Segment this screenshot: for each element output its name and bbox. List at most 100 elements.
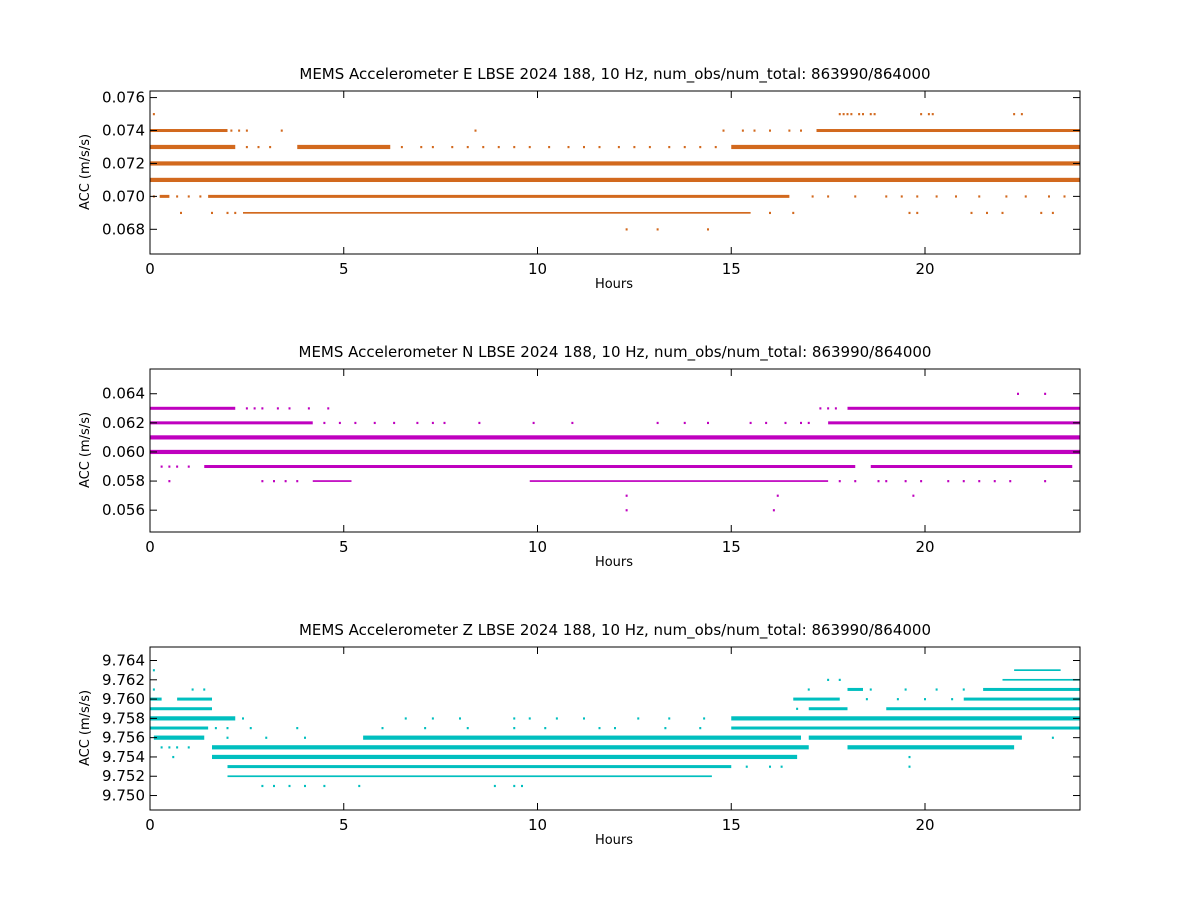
panel-n-level-5-point-13 [978,480,981,483]
panel-n-level-4-point-7 [819,407,822,410]
panel-n-level-5-point-10 [920,480,923,483]
panel-z-y-tick-label-7: 9.764 [102,652,145,670]
panel-z-level-9-point-7 [513,784,516,788]
panel-e-level-6-point-2 [842,113,845,116]
panel-n-level-3-point-2 [176,465,179,468]
panel-e-level-2-point-15 [598,145,601,149]
panel-n-level-4-point-3 [276,407,279,410]
panel-e-level-2-point-0 [245,145,248,149]
panel-e-level-5-point-11 [1040,211,1043,215]
panel-n-level-2-point-4 [393,421,396,425]
panel-n-level-6-point-0 [1017,392,1019,395]
panel-e-x-axis: 0 5 10 15 20 [145,91,935,278]
panel-z-level-7-point-0 [865,698,868,701]
panel-e-level-2-point-19 [668,145,671,149]
panel-e-level-7-point-1 [656,228,659,231]
panel-e-level-1-run-0 [150,177,1080,183]
panel-n-level-2-point-11 [656,421,659,425]
panel-z-level-4-point-7 [513,727,516,730]
panel-z-level-4-run-0 [150,726,209,730]
panel-z-y-tick-label-1: 9.752 [102,767,145,785]
panel-z-level-7-run-3 [963,697,1080,701]
panel-e-level-7-point-0 [625,228,628,231]
panel-e: MEMS Accelerometer E LBSE 2024 188, 10 H… [78,65,1081,292]
panel-n-level-2-point-13 [707,421,709,425]
panel-z-level-9-point-0 [261,784,264,788]
panel-e-x-label: Hours [595,277,633,292]
panel-z-level-10-point-6 [935,688,938,691]
panel-n-level-5-point-1 [261,480,264,483]
panel-e-y-axis: 0.068 0.070 0.072 0.074 0.076 [102,89,1080,238]
panel-n-y-label: ACC (m/s/s) [78,412,93,488]
panel-n-x-tick-label-2: 10 [528,538,547,556]
panel-n-level-2-point-8 [478,421,481,425]
panel-z-level-9-point-6 [493,784,496,788]
panel-z-level-5-point-7 [583,717,585,720]
panel-e-level-2-run-1 [297,144,391,150]
panel-z-data-layer [150,669,1080,788]
panel-z-level-5-point-4 [513,717,516,720]
panel-e-level-2-point-2 [269,145,272,149]
panel-z-level-5-run-0 [150,716,236,721]
panel-e-level-6-point-8 [873,113,876,116]
panel-e-level-4-point-1 [238,129,241,132]
panel-n-level-5-point-5 [838,480,841,483]
panel-n-level-4-point-6 [327,407,330,410]
panel-e-level-3-point-2 [187,195,190,198]
panel-z-level-5-point-1 [404,717,407,720]
panel-e-level-2-point-6 [451,145,454,149]
panel-e-y-tick-label-1: 0.070 [102,187,145,205]
panel-e-level-3-point-10 [935,195,938,198]
panel-z-level-4-point-6 [466,727,469,730]
panel-n-level-3-point-0 [160,465,163,468]
panel-z-level-11-point-1 [838,678,841,681]
panel-n-level-7-point-0 [625,494,628,497]
panel-n-level-4-point-9 [834,407,837,410]
panel-n-level-4-point-1 [253,407,256,410]
panel-e-level-3-point-16 [1063,195,1066,198]
panel-z-level-2-run-1 [363,735,801,740]
panel-z-level-6-run-2 [886,707,1080,711]
panel-z-level-10-point-3 [807,688,810,691]
panel-z-x-tick-label-4: 20 [915,816,934,834]
panel-n-level-5-point-0 [168,480,171,483]
panel-e-level-4-point-10 [800,129,802,132]
panel-e-level-4-point-5 [722,129,725,132]
panel-z-level-0-point-3 [187,746,190,749]
panel-e-level-2-point-4 [420,145,423,149]
panel-z-level-12-run-0 [1014,669,1061,671]
panel-z-level-5-point-10 [703,717,706,720]
panel-n-level-2-point-3 [373,421,376,425]
panel-e-x-tick-label-3: 15 [722,260,741,278]
panel-n-x-axis: 0 5 10 15 20 [145,369,935,556]
panel-e-level-4-point-0 [230,129,233,132]
panel-n-level-2-point-16 [784,421,787,425]
panel-e-level-2-point-18 [648,145,651,149]
panel-z-level-1-point-1 [908,755,911,759]
panel-e-level-6-point-13 [1020,113,1023,116]
panel-z-level-2-point-1 [265,736,268,739]
panel-n-x-label: Hours [595,555,633,570]
panel-z-level-4-point-0 [214,727,217,730]
panel-z-level-9-point-3 [304,784,306,788]
panel-z-level-2-point-3 [1051,736,1054,739]
panel-e-level-6-point-3 [846,113,849,116]
panel-z-level-3-point-0 [745,765,748,768]
panel-z-level-4-point-10 [614,727,616,730]
panel-n-level-2-point-17 [800,421,802,425]
panel-e-level-3-point-4 [811,195,814,198]
panel-z-level-10-point-1 [191,688,194,691]
panel-z-x-tick-label-1: 5 [339,816,349,834]
panel-n-level-5-point-6 [854,480,857,483]
panel-n-title: MEMS Accelerometer N LBSE 2024 188, 10 H… [299,343,932,362]
panel-e-level-5-point-1 [211,211,213,215]
panel-e-level-0-run-0 [150,161,1080,166]
panel-e-level-6-point-7 [869,113,872,116]
panel-e-level-3-run-0 [159,194,170,198]
panel-n-level-7-point-1 [776,494,779,497]
panel-z-level-2-run-0 [153,735,205,740]
panel-e-level-6-point-0 [152,113,155,116]
panel-z-level-9-point-8 [521,784,523,788]
panel-n-level-3-run-0 [204,465,856,469]
